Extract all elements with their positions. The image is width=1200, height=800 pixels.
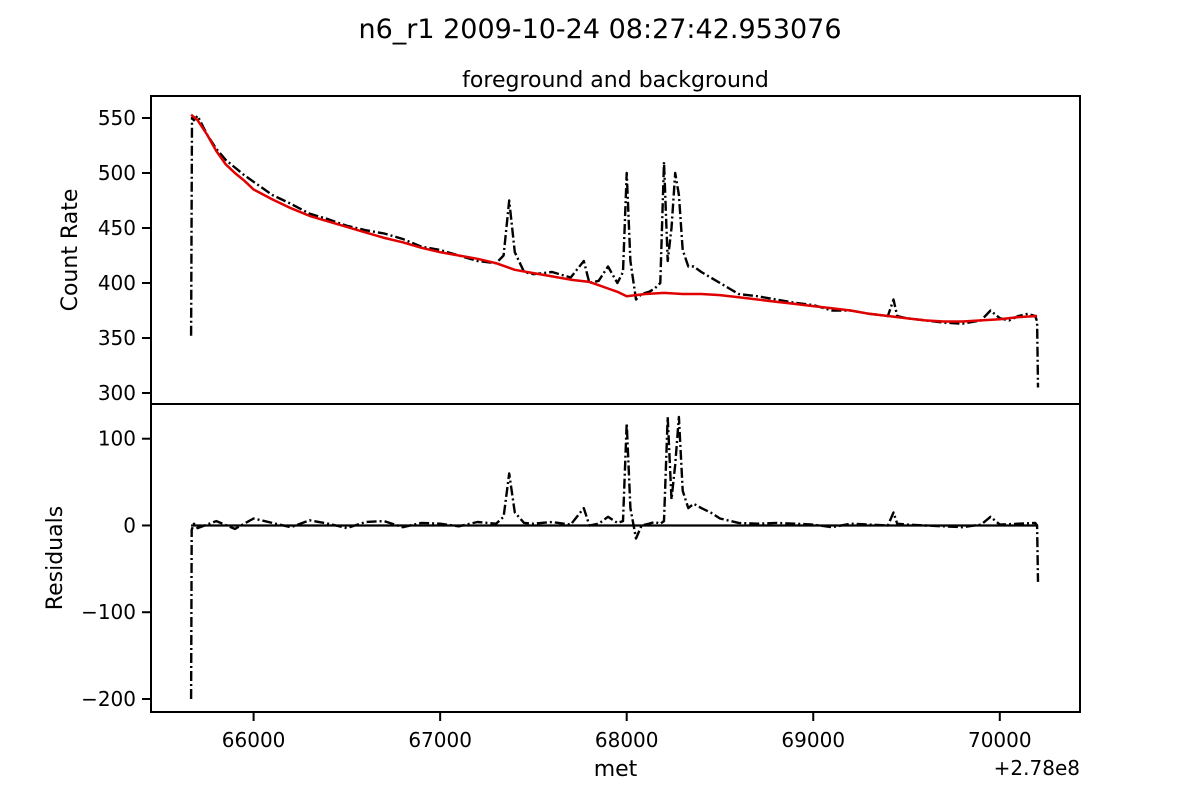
panel-title: foreground and background	[462, 68, 769, 93]
y-tick-label: 450	[98, 216, 136, 240]
x-tick-label: 66000	[222, 728, 286, 752]
x-tick-label: 68000	[595, 728, 659, 752]
y-tick-label: 350	[98, 326, 136, 350]
x-tick-label: 70000	[968, 728, 1032, 752]
y-tick-label: 300	[98, 381, 136, 405]
axes-frame	[150, 95, 1081, 405]
data-series-line	[189, 415, 1040, 700]
y-tick-label: 100	[98, 427, 136, 451]
y-axis-label: Count Rate	[58, 189, 83, 312]
y-tick-label: −100	[81, 600, 136, 624]
figure-suptitle: n6_r1 2009-10-24 08:27:42.953076	[358, 14, 841, 45]
bottom-panel: −200 −100 0 100 66000 67000 68000 69000 70000 Res…	[43, 403, 1081, 782]
data-series-line	[189, 114, 1040, 388]
y-axis-label: Residuals	[43, 506, 68, 610]
x-tick-label: 67000	[408, 728, 472, 752]
y-tick-label: 550	[98, 106, 136, 130]
series-group	[189, 113, 1040, 388]
y-tick-label: 0	[123, 513, 136, 537]
y-tick-label: 500	[98, 161, 136, 185]
x-tick-label: 69000	[781, 728, 845, 752]
x-offset-label: +2.78e8	[994, 756, 1080, 780]
top-panel: 300 350 400 450 500 550 Count Rate foreground a…	[58, 68, 1081, 405]
series-group	[189, 415, 1040, 700]
y-tick-label: −200	[81, 687, 136, 711]
x-axis-label: met	[594, 757, 638, 782]
background-fit-line	[190, 113, 1038, 323]
y-tick-label: 400	[98, 271, 136, 295]
axes-frame	[150, 403, 1081, 713]
